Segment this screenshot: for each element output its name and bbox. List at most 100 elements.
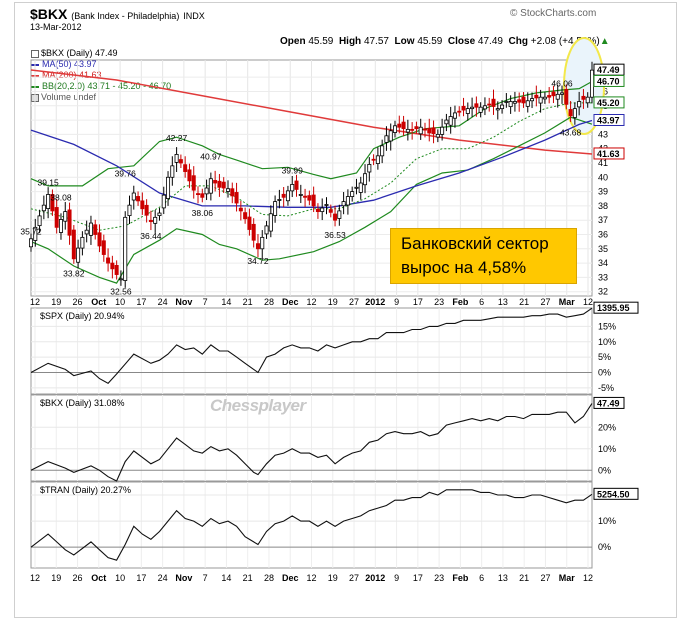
- candle-body: [28, 238, 33, 248]
- bottom-x-tick-label: 7: [203, 573, 208, 583]
- right-value-tag: 43.97: [593, 114, 625, 127]
- open-label: Open: [280, 36, 306, 47]
- candle-body: [123, 216, 128, 281]
- price-label: 43.68: [560, 128, 582, 138]
- candle-body: [555, 93, 560, 100]
- right-value-tag: 41.63: [593, 147, 625, 160]
- tran-y-tick-label: 10%: [598, 516, 616, 526]
- candle-body: [298, 194, 303, 196]
- candle-body: [37, 215, 42, 227]
- index-name: (Bank Index - Philadelphia): [71, 11, 180, 21]
- candle-body: [431, 127, 436, 135]
- main-x-tick-label: Feb: [452, 297, 469, 307]
- candle-body: [161, 194, 166, 209]
- candle-body: [118, 278, 123, 281]
- candle-body: [174, 153, 179, 163]
- candle-body: [157, 212, 162, 217]
- right-tag-box: [593, 74, 625, 87]
- price-label: 34.72: [247, 256, 269, 266]
- candle-body: [504, 101, 509, 103]
- bottom-x-tick-label: 12: [30, 573, 40, 583]
- annotation-line-2: вырос на 4,58%: [401, 258, 527, 277]
- candle-body: [345, 196, 350, 206]
- candle-body: [500, 104, 505, 110]
- candle-body: [521, 96, 526, 104]
- candle-body: [268, 213, 273, 232]
- spx-series-line: [30, 307, 593, 384]
- main-x-tick-label: Nov: [175, 297, 192, 307]
- spx-y-tick-label: 0%: [598, 368, 611, 378]
- right-tag-text: 43.97: [597, 116, 620, 126]
- open-value: 45.59: [308, 36, 334, 47]
- candle-body: [101, 240, 106, 255]
- spx-last-tag-box: [593, 301, 639, 314]
- right-tag-box: [593, 114, 625, 127]
- candle-body: [46, 194, 51, 210]
- candle-body: [50, 194, 55, 212]
- main-x-tick-label: 12: [30, 297, 40, 307]
- candle-body: [247, 216, 252, 230]
- main-x-tick-label: 14: [221, 297, 231, 307]
- bottom-x-tick-label: 9: [394, 573, 399, 583]
- legend-price: $BKX (Daily) 47.49: [31, 48, 118, 58]
- exchange-label: INDX: [183, 11, 205, 21]
- candle-body: [487, 103, 492, 106]
- bkx-y-tick-label: 0%: [598, 465, 611, 475]
- price-label: 38.08: [50, 193, 72, 203]
- annotation-line-1: Банковский сектор: [401, 234, 549, 253]
- main-x-tick-label: 12: [306, 297, 316, 307]
- price-label: 36.53: [324, 230, 346, 240]
- main-x-tick-label: 27: [540, 297, 550, 307]
- main-x-tick-label: 2012: [365, 297, 385, 307]
- candle-body: [525, 100, 530, 107]
- chg-value: +2.08 (+4.58%): [530, 36, 600, 47]
- candle-body: [217, 180, 222, 188]
- candle-body: [564, 89, 569, 105]
- candle-body: [397, 123, 402, 128]
- bottom-x-tick-label: Oct: [91, 573, 106, 583]
- candle-body: [71, 229, 76, 260]
- candle-body: [281, 193, 286, 198]
- right-tag-box: [593, 147, 625, 160]
- candle-body: [405, 128, 410, 133]
- bkx-y-tick-label: 10%: [598, 444, 616, 454]
- candle-body: [461, 105, 466, 111]
- candle-body: [568, 109, 573, 117]
- candle-body: [307, 195, 312, 201]
- bkx-y-tick-label: 20%: [598, 422, 616, 432]
- main-x-tick-label: 23: [434, 297, 444, 307]
- candle-body: [41, 204, 46, 212]
- candle-body: [243, 212, 248, 220]
- main-x-tick-label: 7: [203, 297, 208, 307]
- candle-body: [277, 199, 282, 201]
- candle-body: [465, 108, 470, 114]
- bottom-x-tick-label: Feb: [452, 573, 469, 583]
- price-label: 39.15: [37, 177, 59, 187]
- main-x-tick-label: 12: [583, 297, 593, 307]
- candle-body: [221, 181, 226, 189]
- main-x-tick-label: 13: [498, 297, 508, 307]
- main-y-tick-label: 35: [598, 244, 608, 254]
- tran-series-line: [30, 489, 593, 561]
- candle-body: [320, 207, 325, 213]
- main-y-tick-label: 32: [598, 287, 608, 297]
- bottom-x-tick-label: 26: [73, 573, 83, 583]
- bottom-x-tick-label: 21: [243, 573, 253, 583]
- candle-body: [354, 186, 359, 189]
- main-x-tick-label: 10: [115, 297, 125, 307]
- candle-body: [76, 247, 81, 263]
- candle-body: [577, 101, 582, 108]
- candle-body: [208, 178, 213, 194]
- candle-body: [388, 130, 393, 142]
- candle-body: [88, 222, 93, 236]
- candle-body: [560, 92, 565, 95]
- main-x-tick-label: 9: [394, 297, 399, 307]
- watermark: Chessplayer: [210, 396, 306, 415]
- candle-body: [363, 173, 368, 186]
- main-y-tick-label: 36: [598, 229, 608, 239]
- symbol-text: $BKX: [30, 6, 68, 22]
- main-x-tick-label: Dec: [282, 297, 299, 307]
- bottom-x-tick-label: 6: [479, 573, 484, 583]
- chart-symbol: $BKX (Bank Index - Philadelphia) INDX: [30, 6, 205, 22]
